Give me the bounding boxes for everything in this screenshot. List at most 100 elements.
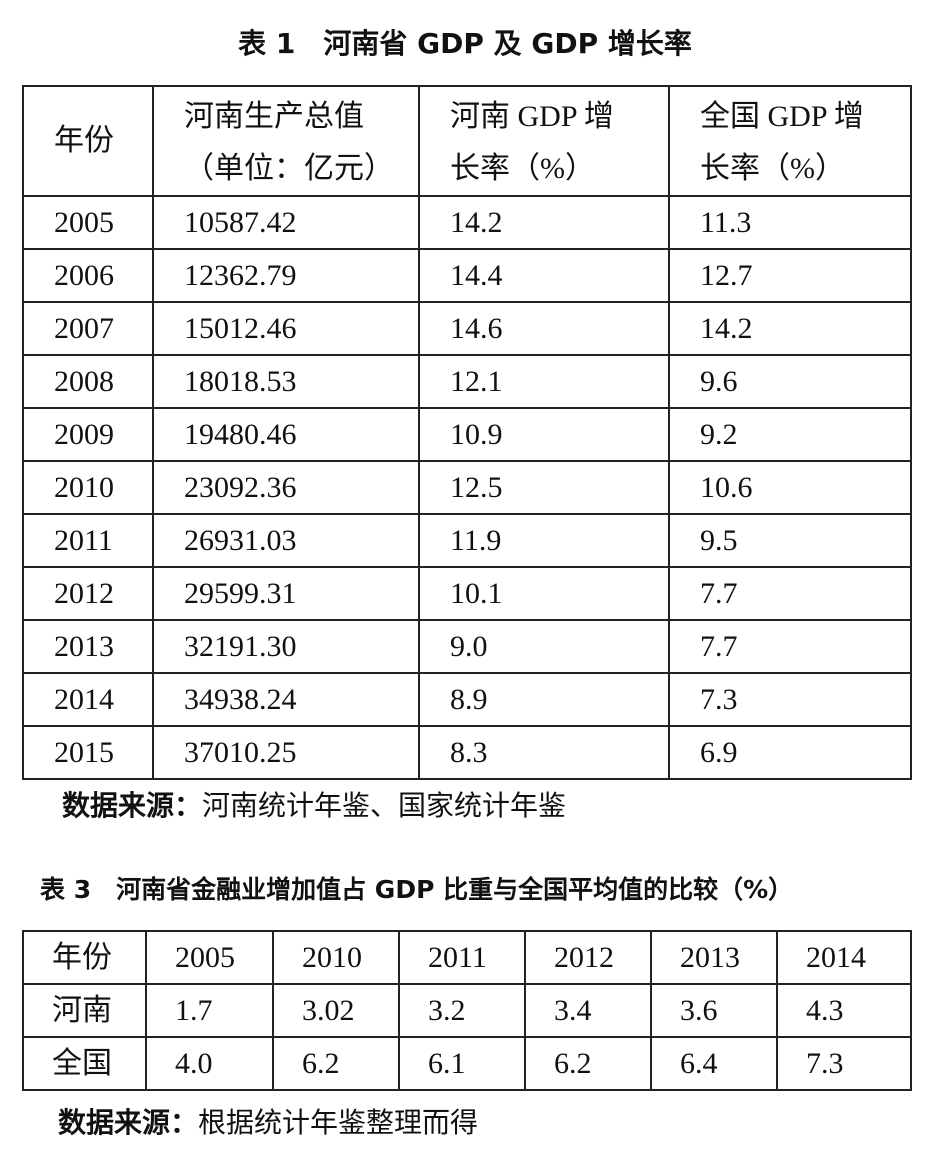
cell: 11.3 [668, 195, 912, 250]
cell: 2005 [22, 195, 154, 250]
cell: 4.3 [776, 983, 912, 1038]
cell: 10.6 [668, 460, 912, 515]
data-row: 2015 37010.25 8.3 6.9 [22, 725, 912, 780]
cell: 10587.42 [152, 195, 420, 250]
finance-table: 年份 2005 2010 2011 2012 2013 2014 河南 1.7 3.02 3.2 3.… [22, 930, 912, 1091]
header-cell: 2011 [398, 930, 526, 985]
data-row: 2005 10587.42 14.2 11.3 [22, 195, 912, 250]
cell: 2008 [22, 354, 154, 409]
cell: 7.3 [668, 672, 912, 727]
cell: 2006 [22, 248, 154, 303]
cell: 14.2 [668, 301, 912, 356]
cell: 河南 [22, 983, 147, 1038]
header-cell: 年份 [22, 930, 147, 985]
cell: 12.7 [668, 248, 912, 303]
source-label: 数据来源： [62, 789, 203, 822]
table-title: 表 3 河南省金融业增加值占 GDP 比重与全国平均值的比较（%） [40, 875, 794, 904]
source-label: 数据来源： [58, 1106, 199, 1139]
header-cell: 河南 GDP 增长率（%） [418, 85, 670, 197]
cell: 11.9 [418, 513, 670, 568]
header-cell: 年份 [22, 85, 154, 197]
data-row: 2013 32191.30 9.0 7.7 [22, 619, 912, 674]
cell: 3.6 [650, 983, 778, 1038]
cell: 7.7 [668, 566, 912, 621]
cell: 全国 [22, 1036, 147, 1091]
cell: 12.5 [418, 460, 670, 515]
cell: 37010.25 [152, 725, 420, 780]
header-cell: 2005 [145, 930, 274, 985]
cell: 2015 [22, 725, 154, 780]
data-row: 2014 34938.24 8.9 7.3 [22, 672, 912, 727]
cell: 23092.36 [152, 460, 420, 515]
data-row: 2011 26931.03 11.9 9.5 [22, 513, 912, 568]
source-text: 根据统计年鉴整理而得 [198, 1108, 479, 1139]
data-row: 河南 1.7 3.02 3.2 3.4 3.6 4.3 [22, 983, 912, 1038]
header-line: 河南 GDP 增 [450, 100, 614, 133]
cell: 2012 [22, 566, 154, 621]
cell: 9.5 [668, 513, 912, 568]
cell: 6.4 [650, 1036, 778, 1091]
cell: 8.9 [418, 672, 670, 727]
cell: 6.9 [668, 725, 912, 780]
cell: 8.3 [418, 725, 670, 780]
data-row: 2009 19480.46 10.9 9.2 [22, 407, 912, 462]
cell: 14.6 [418, 301, 670, 356]
cell: 14.2 [418, 195, 670, 250]
cell: 2009 [22, 407, 154, 462]
cell: 3.2 [398, 983, 526, 1038]
cell: 7.7 [668, 619, 912, 674]
data-row: 2010 23092.36 12.5 10.6 [22, 460, 912, 515]
cell: 19480.46 [152, 407, 420, 462]
cell: 9.6 [668, 354, 912, 409]
cell: 1.7 [145, 983, 274, 1038]
cell: 7.3 [776, 1036, 912, 1091]
cell: 18018.53 [152, 354, 420, 409]
header-line: 河南生产总值 [184, 100, 364, 133]
cell: 9.0 [418, 619, 670, 674]
cell: 2013 [22, 619, 154, 674]
data-row: 2008 18018.53 12.1 9.6 [22, 354, 912, 409]
cell: 6.2 [524, 1036, 652, 1091]
data-row: 2012 29599.31 10.1 7.7 [22, 566, 912, 621]
cell: 34938.24 [152, 672, 420, 727]
header-line: 全国 GDP 增 [700, 100, 864, 133]
cell: 6.2 [272, 1036, 400, 1091]
cell: 10.1 [418, 566, 670, 621]
table-title: 表 1 河南省 GDP 及 GDP 增长率 [238, 27, 692, 60]
header-cell: 2010 [272, 930, 400, 985]
header-cell: 2014 [776, 930, 912, 985]
cell: 2007 [22, 301, 154, 356]
header-line: 年份 [54, 124, 114, 157]
header-line: （单位：亿元） [184, 152, 394, 185]
header-line: 长率（%） [700, 152, 845, 185]
cell: 32191.30 [152, 619, 420, 674]
cell: 2010 [22, 460, 154, 515]
source-note: 数据来源：河南统计年鉴、国家统计年鉴 [62, 784, 566, 824]
data-row: 全国 4.0 6.2 6.1 6.2 6.4 7.3 [22, 1036, 912, 1091]
header-row: 年份 2005 2010 2011 2012 2013 2014 [22, 930, 912, 985]
header-cell: 河南生产总值 （单位：亿元） [152, 85, 420, 197]
data-row: 2007 15012.46 14.6 14.2 [22, 301, 912, 356]
cell: 26931.03 [152, 513, 420, 568]
cell: 3.4 [524, 983, 652, 1038]
cell: 2014 [22, 672, 154, 727]
cell: 29599.31 [152, 566, 420, 621]
header-cell: 2012 [524, 930, 652, 985]
source-text: 河南统计年鉴、国家统计年鉴 [202, 791, 567, 822]
header-row: 年份 河南生产总值 （单位：亿元） 河南 GDP 增长率（%） 全国 GDP 增长率（%… [22, 85, 912, 197]
cell: 9.2 [668, 407, 912, 462]
cell: 12362.79 [152, 248, 420, 303]
gdp-table: 年份 河南生产总值 （单位：亿元） 河南 GDP 增长率（%） 全国 GDP 增长率（%… [22, 85, 912, 780]
cell: 3.02 [272, 983, 400, 1038]
cell: 14.4 [418, 248, 670, 303]
cell: 10.9 [418, 407, 670, 462]
cell: 15012.46 [152, 301, 420, 356]
data-row: 2006 12362.79 14.4 12.7 [22, 248, 912, 303]
header-line: 长率（%） [450, 152, 595, 185]
source-note: 数据来源：根据统计年鉴整理而得 [58, 1101, 478, 1141]
cell: 6.1 [398, 1036, 526, 1091]
cell: 4.0 [145, 1036, 274, 1091]
header-cell: 2013 [650, 930, 778, 985]
cell: 12.1 [418, 354, 670, 409]
